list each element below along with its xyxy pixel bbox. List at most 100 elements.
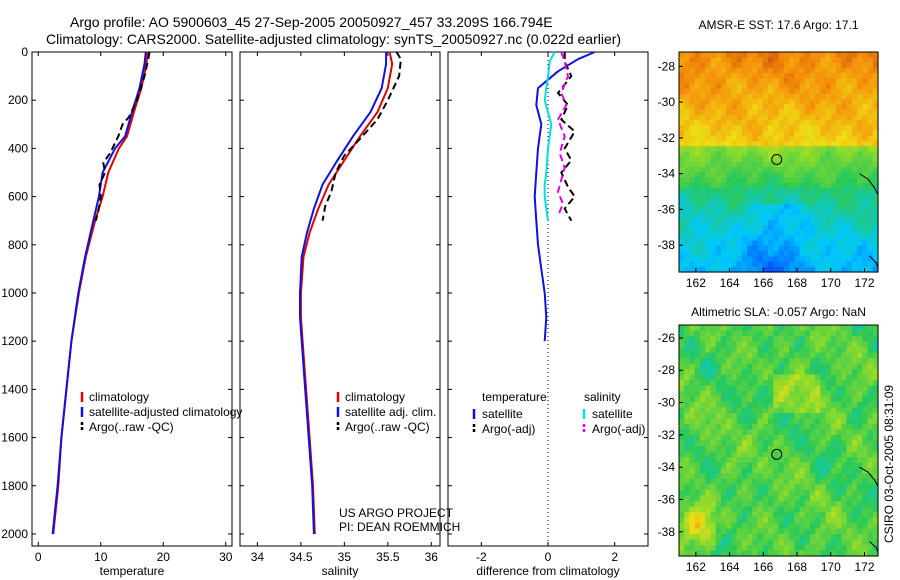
map-cell-sst bbox=[778, 88, 785, 95]
map-cell-sla bbox=[731, 484, 738, 491]
map-cell-sla bbox=[752, 429, 759, 436]
map-cell-sst bbox=[741, 88, 748, 95]
map-cell-sla bbox=[815, 429, 821, 436]
map-cell-sst bbox=[846, 125, 853, 132]
map-cell-sla bbox=[799, 501, 806, 508]
map-cell-sst bbox=[788, 67, 795, 74]
map-cell-sla bbox=[741, 385, 748, 392]
map-cell-sla bbox=[804, 418, 811, 425]
map-cell-sla bbox=[794, 523, 801, 530]
map-cell-sla bbox=[757, 424, 764, 431]
map-cell-sla bbox=[762, 352, 769, 359]
map-cell-sst bbox=[841, 78, 848, 85]
map-y-tick-label: -28 bbox=[658, 59, 676, 73]
map-cell-sst bbox=[794, 230, 801, 236]
map-cell-sla bbox=[830, 391, 837, 398]
map-cell-sst bbox=[825, 99, 832, 105]
profile-location-marker bbox=[771, 153, 783, 165]
map-cell-sla bbox=[788, 517, 795, 524]
map-cell-sst bbox=[726, 162, 732, 168]
map-cell-sst bbox=[799, 67, 806, 74]
map-cell-sst bbox=[820, 209, 827, 215]
map-cell-sst bbox=[715, 219, 722, 226]
map-cell-sla bbox=[857, 391, 863, 398]
map-cell-sla bbox=[762, 330, 769, 337]
map-cell-sla bbox=[679, 479, 685, 486]
map-cell-sla bbox=[820, 385, 827, 392]
map-cell-sla bbox=[783, 501, 790, 508]
map-cell-sla bbox=[694, 435, 701, 442]
map-cell-sst bbox=[710, 162, 717, 168]
map-cell-sst bbox=[830, 146, 837, 153]
map-cell-sst bbox=[815, 162, 821, 168]
map-cell-sla bbox=[804, 512, 811, 519]
map-cell-sla bbox=[757, 347, 764, 354]
map-cell-sla bbox=[783, 517, 790, 524]
map-cell-sla bbox=[788, 479, 795, 486]
map-cell-sst bbox=[720, 162, 727, 168]
map-cell-sla bbox=[699, 391, 706, 398]
map-cell-sst bbox=[872, 57, 879, 64]
map-cell-sst bbox=[825, 104, 832, 111]
map-cell-sst bbox=[720, 240, 727, 247]
map-cell-sla bbox=[715, 490, 722, 497]
map-cell-sla bbox=[815, 457, 821, 464]
map-cell-sst bbox=[705, 135, 712, 142]
map-cell-sla bbox=[867, 550, 874, 557]
map-cell-sla bbox=[684, 352, 691, 359]
map-cell-sst bbox=[768, 245, 774, 252]
map-cell-sla bbox=[752, 446, 759, 453]
map-cell-sst bbox=[820, 177, 827, 184]
map-cell-sst bbox=[757, 162, 764, 168]
map-cell-sst bbox=[773, 177, 780, 184]
map-cell-sst bbox=[830, 188, 837, 195]
map-cell-sla bbox=[794, 545, 801, 552]
map-cell-sla bbox=[867, 336, 874, 343]
coastline bbox=[869, 541, 879, 553]
map-cell-sst bbox=[851, 209, 858, 215]
map-cell-sla bbox=[741, 523, 748, 530]
map-cell-sla bbox=[778, 330, 785, 337]
map-cell-sst bbox=[804, 251, 811, 257]
map-cell-sla bbox=[830, 528, 837, 535]
map-cell-sla bbox=[705, 413, 712, 420]
map-cell-sst bbox=[825, 125, 832, 132]
map-cell-sst bbox=[836, 230, 842, 236]
map-cell-sla bbox=[867, 418, 874, 425]
map-cell-sla bbox=[757, 385, 764, 392]
map-cell-sla bbox=[699, 490, 706, 497]
map-cell-sla bbox=[720, 385, 727, 392]
map-cell-sla bbox=[752, 495, 759, 502]
map-cell-sla bbox=[705, 512, 712, 519]
map-cell-sst bbox=[783, 72, 790, 79]
map-cell-sst bbox=[715, 188, 722, 195]
map-cell-sla bbox=[715, 501, 722, 508]
map-cell-sla bbox=[830, 352, 837, 359]
map-cell-sst bbox=[757, 104, 764, 111]
map-cell-sla bbox=[825, 424, 832, 431]
map-cell-sla bbox=[768, 484, 774, 491]
map-cell-sla bbox=[809, 440, 816, 447]
map-cell-sla bbox=[794, 468, 801, 475]
map-cell-sst bbox=[804, 256, 811, 263]
map-cell-sla bbox=[731, 385, 738, 392]
map-cell-sla bbox=[857, 501, 863, 508]
map-cell-sla bbox=[757, 468, 764, 475]
map-cell-sla bbox=[752, 512, 759, 519]
map-cell-sst bbox=[841, 182, 848, 189]
map-cell-sst bbox=[762, 99, 769, 105]
map-cell-sla bbox=[736, 358, 743, 365]
map-cell-sla bbox=[825, 479, 832, 486]
map-cell-sst bbox=[757, 188, 764, 195]
map-cell-sst bbox=[815, 67, 821, 74]
map-cell-sla bbox=[747, 484, 753, 491]
map-cell-sla bbox=[862, 468, 869, 475]
map-cell-sla bbox=[689, 440, 696, 447]
map-cell-sla bbox=[809, 534, 816, 541]
map-cell-sst bbox=[799, 52, 806, 58]
map-cell-sla bbox=[699, 385, 706, 392]
map-cell-sla bbox=[862, 539, 869, 546]
map-cell-sst bbox=[788, 104, 795, 111]
map-cell-sst bbox=[815, 209, 821, 215]
map-cell-sla bbox=[804, 413, 811, 420]
